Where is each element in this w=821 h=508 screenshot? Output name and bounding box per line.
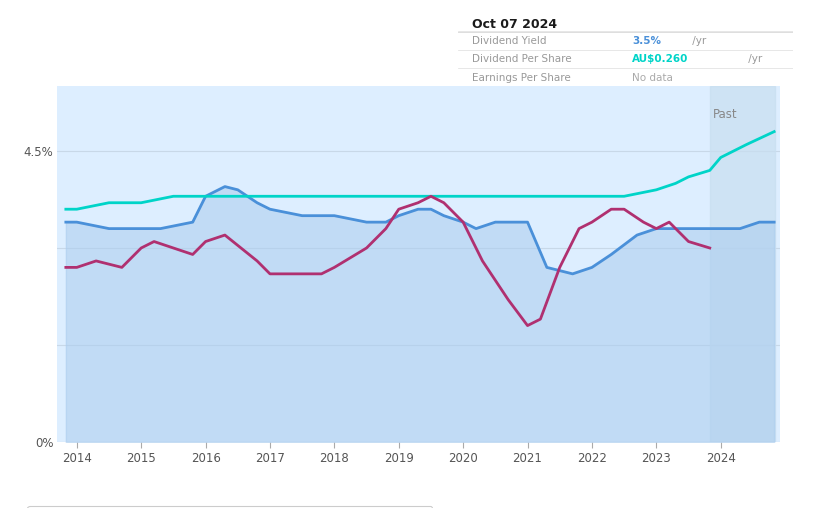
Text: Oct 07 2024: Oct 07 2024 bbox=[471, 18, 557, 30]
Bar bbox=[710, 86, 776, 442]
Text: Past: Past bbox=[713, 108, 737, 121]
Text: Dividend Per Share: Dividend Per Share bbox=[471, 54, 571, 65]
Text: AU$0.260: AU$0.260 bbox=[632, 54, 689, 65]
Text: Dividend Yield: Dividend Yield bbox=[471, 36, 546, 46]
Text: No data: No data bbox=[632, 73, 673, 83]
Text: /yr: /yr bbox=[689, 36, 706, 46]
Text: Earnings Per Share: Earnings Per Share bbox=[471, 73, 571, 83]
Legend: Dividend Yield, Dividend Per Share, Earnings Per Share: Dividend Yield, Dividend Per Share, Earn… bbox=[27, 506, 433, 508]
Text: 3.5%: 3.5% bbox=[632, 36, 661, 46]
Text: /yr: /yr bbox=[745, 54, 762, 65]
